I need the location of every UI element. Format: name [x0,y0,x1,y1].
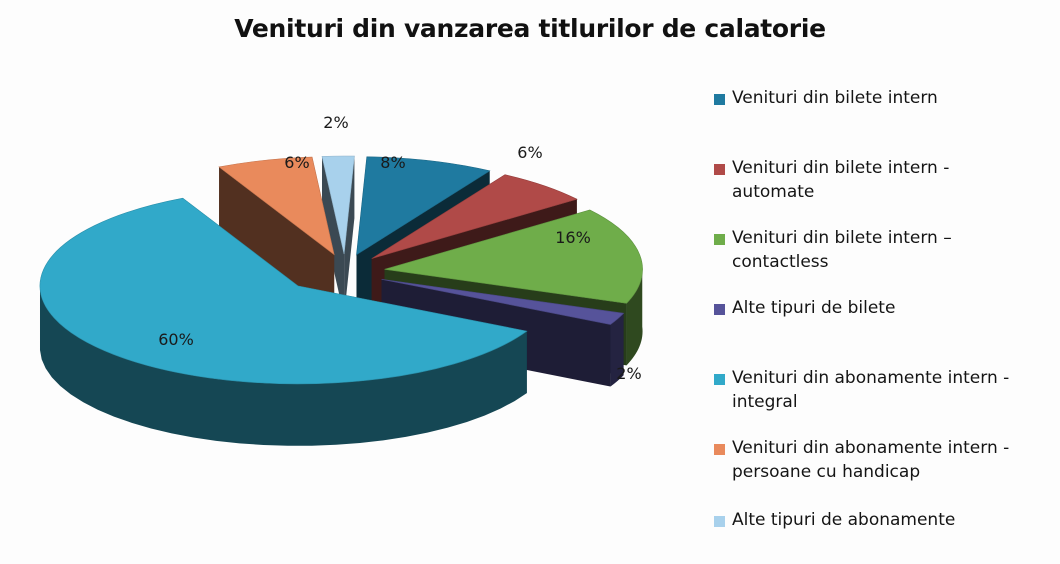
legend-item: Venituri din bilete intern - automate [712,156,1057,204]
pie-slice-4 [381,278,625,325]
legend-swatch [714,94,725,105]
pie-slice-5 [39,197,528,385]
pie-slice-6 [218,156,335,256]
slice-value-label: 2% [616,364,641,383]
pie-slice-1 [356,156,491,256]
legend-label: integral [732,392,798,412]
legend-item: Venituri din abonamente intern - persoane… [712,436,1057,484]
slice-value-label: 6% [284,153,309,172]
pie-slice-2 [371,174,578,259]
slice-value-label: 16% [555,228,591,247]
legend-label: persoane cu handicap [732,462,921,482]
legend-label: Alte tipuri de bilete [732,298,896,318]
legend-label: contactless [732,252,829,272]
legend-label: Venituri din bilete intern - [732,158,950,178]
slice-value-label: 60% [158,330,194,349]
legend-swatch [714,234,725,245]
legend-item: Venituri din bilete intern [712,86,1057,110]
legend-item: Venituri din abonamente intern - integral [712,366,1057,414]
pie-chart: 8% 6% 16% 2% 60% 6% 2% [39,113,643,446]
slice-value-label: 8% [380,153,405,172]
legend-swatch [714,164,725,175]
pie-slice-7 [321,155,355,255]
legend-item: Venituri din bilete intern – contactless [712,226,1057,274]
legend-label: Venituri din bilete intern [732,88,938,108]
legend-swatch [714,516,725,527]
pie-slice-side [322,156,355,317]
legend-label: automate [732,182,815,202]
chart-title: Venituri din vanzarea titlurilor de cala… [234,14,826,43]
legend-swatch [714,444,725,455]
legend-label: Venituri din abonamente intern - [732,438,1010,458]
legend-label: Venituri din bilete intern – [732,228,952,248]
legend-item: Alte tipuri de bilete [712,296,1057,320]
legend-label: Venituri din abonamente intern - [732,368,1010,388]
legend-item: Alte tipuri de abonamente [712,508,1057,532]
pie-slice-3 [384,209,643,304]
legend-swatch [714,374,725,385]
legend-swatch [714,304,725,315]
slice-value-label: 6% [517,143,542,162]
slice-value-label: 2% [323,113,348,132]
legend-label: Alte tipuri de abonamente [732,510,956,530]
